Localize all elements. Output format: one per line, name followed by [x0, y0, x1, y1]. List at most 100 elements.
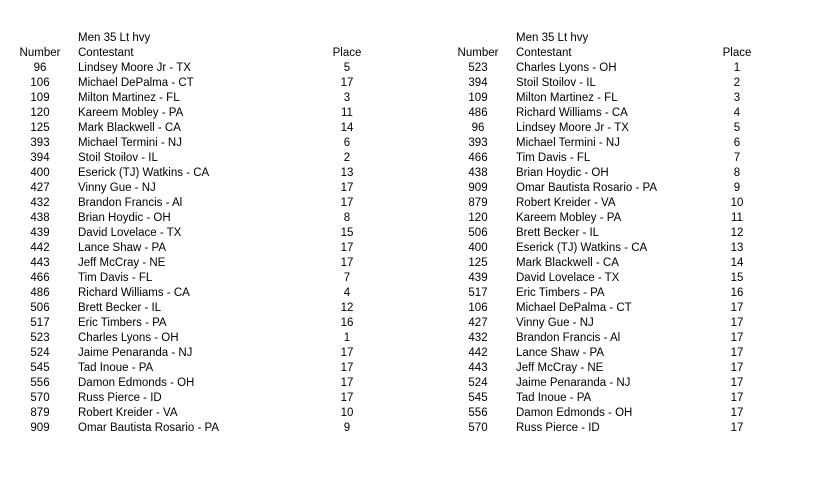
contestant-place: 17	[340, 182, 354, 194]
contestant-number: 909	[468, 182, 488, 194]
contestant-place: 3	[733, 92, 741, 104]
contestant-name: Tim Davis - FL	[516, 152, 591, 164]
contestant-name: Brett Becker - IL	[516, 227, 600, 239]
contestant-place: 17	[730, 362, 744, 374]
contestant-place: 7	[343, 272, 351, 284]
contestant-name: Michael DePalma - CT	[516, 302, 632, 314]
contestant-name: Jeff McCray - NE	[516, 362, 604, 374]
contestant-place: 3	[343, 92, 351, 104]
contestant-place: 8	[343, 212, 351, 224]
contestant-name: Milton Martinez - FL	[78, 92, 180, 104]
contestant-place: 4	[343, 287, 351, 299]
contestant-place: 7	[733, 152, 741, 164]
contestant-place: 16	[730, 287, 744, 299]
contestant-number: 106	[468, 302, 488, 314]
contestant-number: 556	[30, 377, 50, 389]
contestant-place: 17	[730, 332, 744, 344]
contestant-name: Michael Termini - NJ	[516, 137, 620, 149]
contestant-number: 442	[468, 347, 488, 359]
contestant-place: 17	[730, 377, 744, 389]
contestant-number: 443	[30, 257, 50, 269]
contestant-number: 909	[30, 422, 50, 434]
contestant-name: Michael DePalma - CT	[78, 77, 194, 89]
contestant-place: 16	[340, 317, 354, 329]
contestant-name: Damon Edmonds - OH	[78, 377, 195, 389]
contestant-number: 393	[30, 137, 50, 149]
contestant-name: Jaime Penaranda - NJ	[516, 377, 631, 389]
contestant-name: Brian Hoydic - OH	[78, 212, 171, 224]
contestant-number: 879	[30, 407, 50, 419]
contestant-place: 11	[731, 212, 743, 224]
contestant-place: 2	[733, 77, 741, 89]
contestant-number: 427	[30, 182, 50, 194]
contestant-place: 17	[730, 347, 744, 359]
contestant-number: 570	[468, 422, 488, 434]
contestant-number: 120	[468, 212, 488, 224]
contestant-name: Russ Pierce - ID	[78, 392, 162, 404]
contestant-number: 570	[30, 392, 50, 404]
table-title: Men 35 Lt hvy	[78, 32, 151, 44]
contestant-name: Tad Inoue - PA	[78, 362, 154, 374]
contestant-number: 106	[30, 77, 50, 89]
header-place: Place	[332, 47, 362, 59]
contestant-number: 439	[30, 227, 50, 239]
contestant-number: 427	[468, 317, 488, 329]
contestant-number: 523	[468, 62, 488, 74]
contestant-number: 506	[468, 227, 488, 239]
contestant-number: 432	[30, 197, 50, 209]
contestant-name: Lindsey Moore Jr - TX	[78, 62, 191, 74]
contestant-name: Vinny Gue - NJ	[516, 317, 594, 329]
contestant-name: Eserick (TJ) Watkins - CA	[78, 167, 210, 179]
contestant-name: Eserick (TJ) Watkins - CA	[516, 242, 648, 254]
contestant-number: 524	[30, 347, 50, 359]
contestant-number: 400	[30, 167, 50, 179]
contestant-place: 17	[730, 302, 744, 314]
contestant-name: Robert Kreider - VA	[78, 407, 178, 419]
contestant-number: 96	[471, 122, 485, 134]
contestant-name: Tim Davis - FL	[78, 272, 153, 284]
contestant-place: 5	[343, 62, 351, 74]
contestant-place: 17	[730, 407, 744, 419]
contestant-place: 15	[730, 272, 744, 284]
contestant-number: 439	[468, 272, 488, 284]
contestant-name: Brett Becker - IL	[78, 302, 162, 314]
contestant-place: 11	[341, 107, 353, 119]
contestant-number: 879	[468, 197, 488, 209]
contestant-number: 125	[468, 257, 488, 269]
contestant-place: 6	[733, 137, 741, 149]
contestant-place: 17	[340, 392, 354, 404]
contestant-place: 14	[730, 257, 744, 269]
contestant-name: Stoil Stoilov - IL	[516, 77, 596, 89]
table-title: Men 35 Lt hvy	[516, 32, 589, 44]
contestant-name: Michael Termini - NJ	[78, 137, 182, 149]
header-number: Number	[457, 47, 499, 59]
contestant-number: 393	[468, 137, 488, 149]
contestant-number: 438	[468, 167, 488, 179]
contestant-number: 466	[468, 152, 488, 164]
contestant-name: Lindsey Moore Jr - TX	[516, 122, 629, 134]
contestant-name: Eric Timbers - PA	[78, 317, 167, 329]
header-number: Number	[19, 47, 61, 59]
contestant-number: 506	[30, 302, 50, 314]
contestant-place: 5	[733, 122, 741, 134]
contestant-name: Omar Bautista Rosario - PA	[78, 422, 220, 434]
header-place: Place	[722, 47, 752, 59]
contestant-name: Richard Williams - CA	[78, 287, 190, 299]
contestant-place: 4	[733, 107, 741, 119]
contestant-name: Brandon Francis - Al	[78, 197, 183, 209]
contestant-name: Charles Lyons - OH	[516, 62, 617, 74]
contestant-place: 13	[340, 167, 354, 179]
contestant-name: Jaime Penaranda - NJ	[78, 347, 193, 359]
contestant-place: 12	[340, 302, 354, 314]
contestant-name: Mark Blackwell - CA	[516, 257, 619, 269]
header-contestant: Contestant	[516, 47, 572, 59]
contestant-number: 125	[30, 122, 50, 134]
contestant-number: 432	[468, 332, 488, 344]
contestant-number: 109	[30, 92, 50, 104]
contestant-name: Damon Edmonds - OH	[516, 407, 633, 419]
contestant-place: 6	[343, 137, 351, 149]
contestant-number: 466	[30, 272, 50, 284]
contestant-place: 17	[730, 422, 744, 434]
contestant-name: David Lovelace - TX	[78, 227, 182, 239]
contestant-place: 15	[340, 227, 354, 239]
